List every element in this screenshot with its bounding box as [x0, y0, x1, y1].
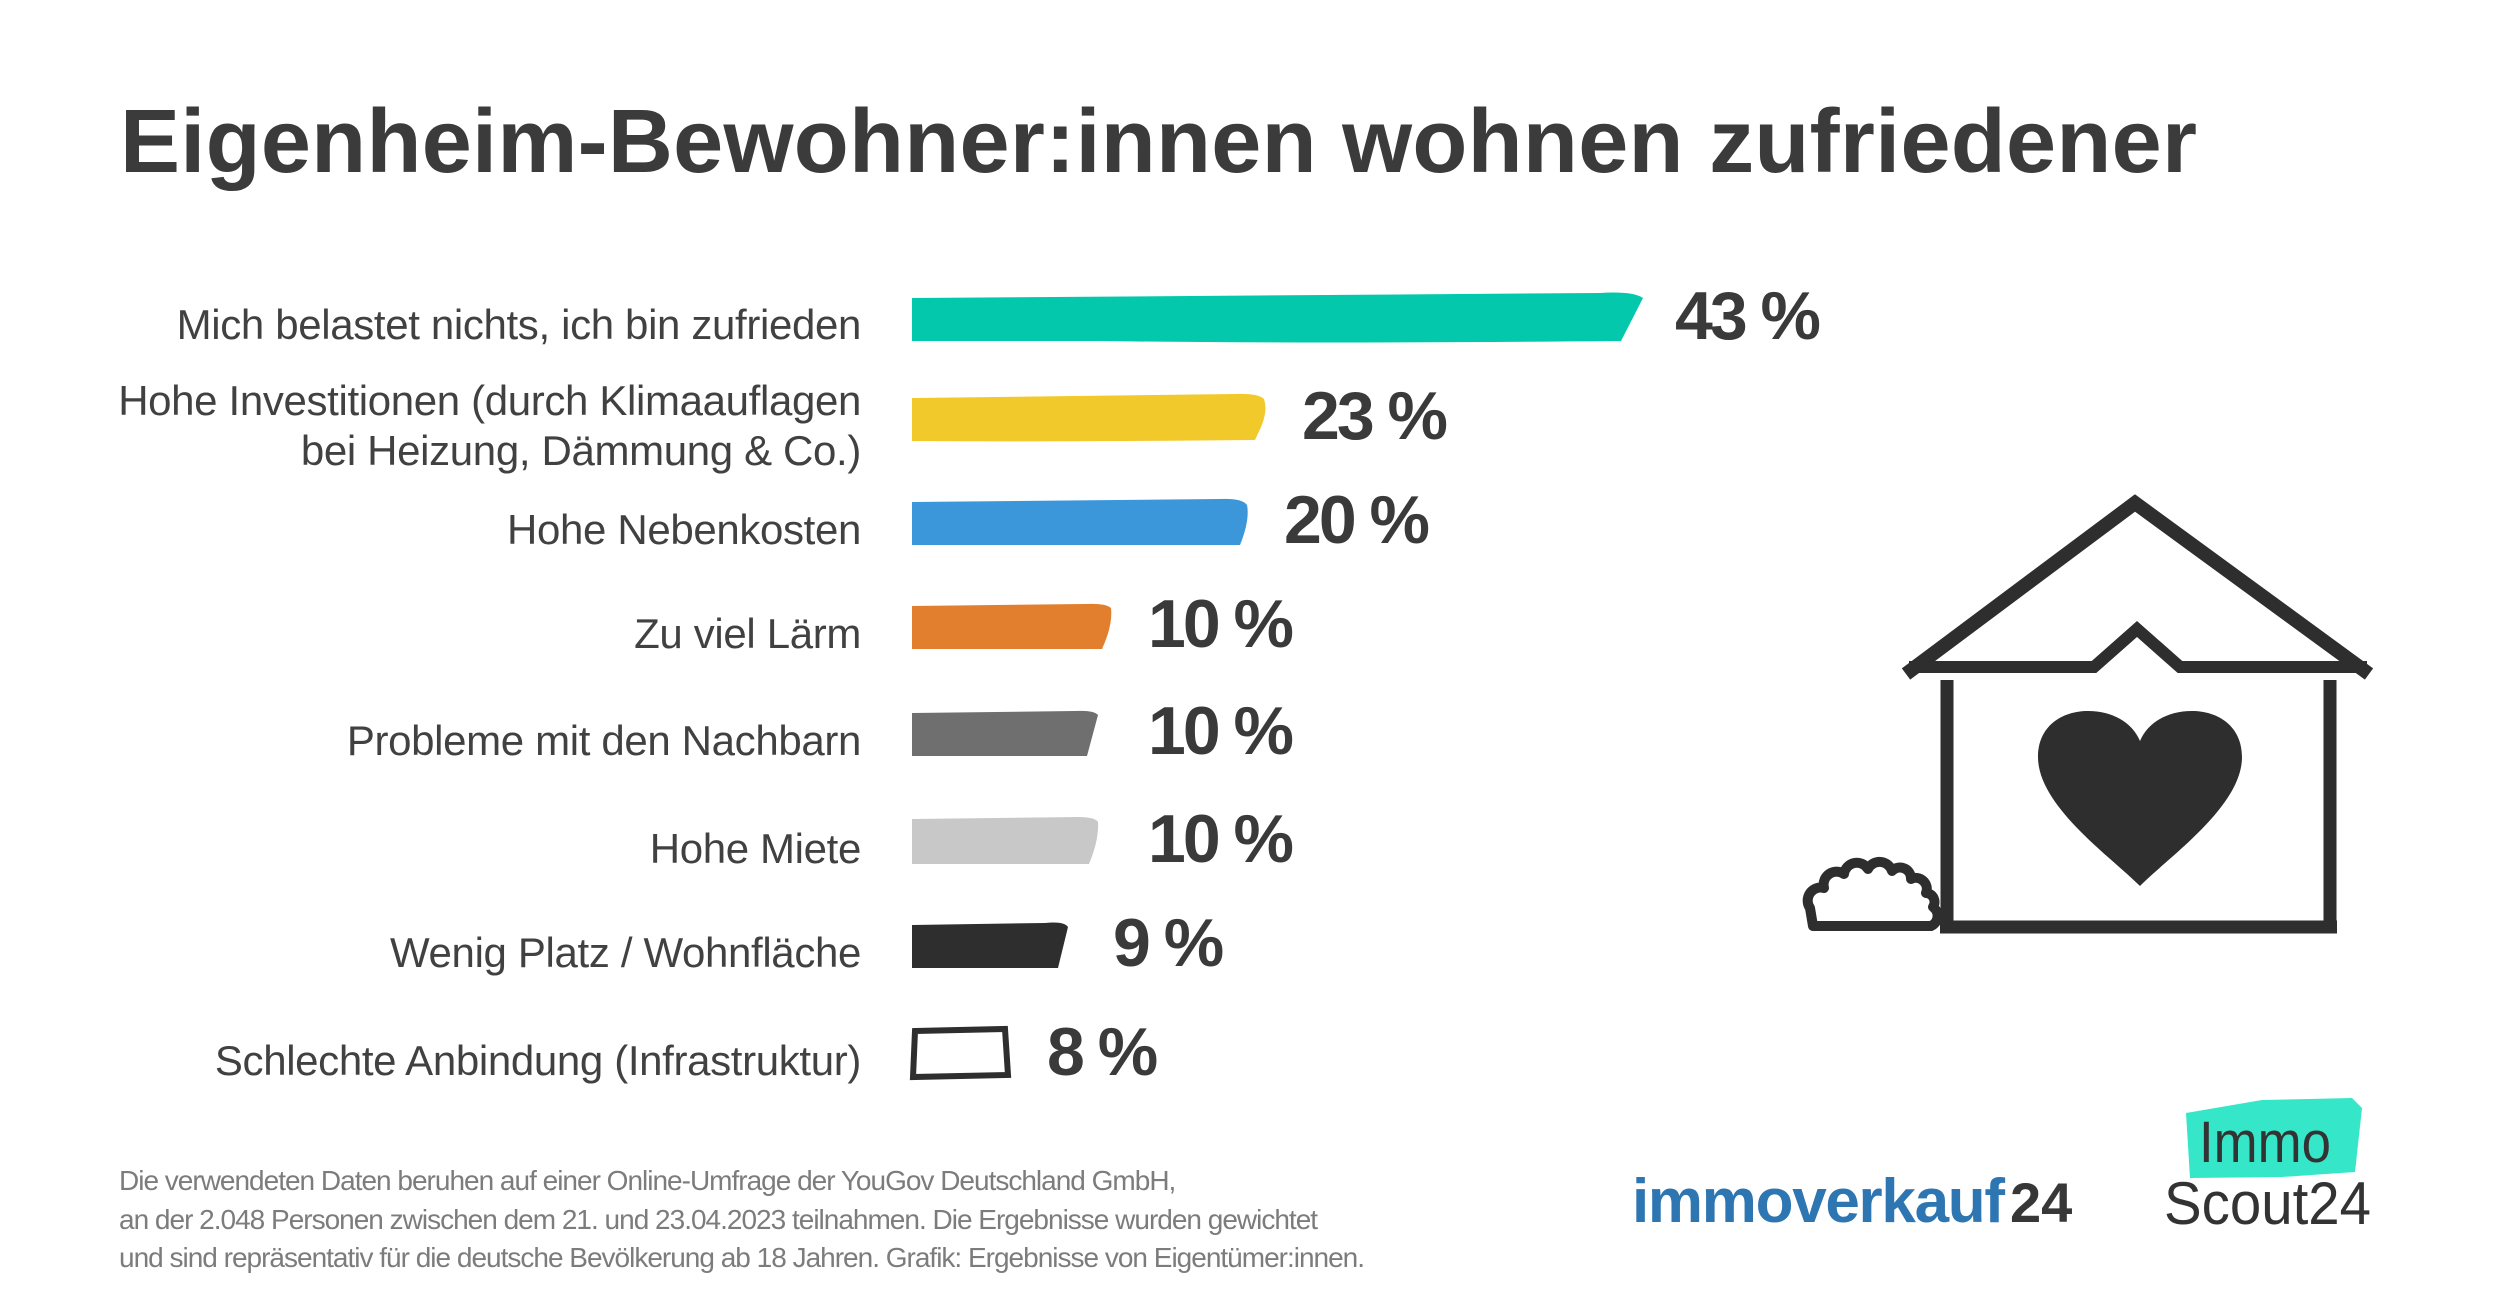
svg-text:43 %: 43 % — [1675, 278, 1820, 354]
svg-text:Die verwendeten Daten beruhen: Die verwendeten Daten beruhen auf einer … — [119, 1165, 1175, 1196]
svg-text:8 %: 8 % — [1047, 1014, 1157, 1090]
svg-text:10 %: 10 % — [1148, 801, 1293, 877]
svg-text:und sind repräsentativ für die: und sind repräsentativ für die deutsche … — [119, 1242, 1364, 1273]
svg-text:9 %: 9 % — [1113, 905, 1223, 981]
svg-text:10 %: 10 % — [1148, 693, 1293, 769]
svg-text:Hohe Miete: Hohe Miete — [650, 825, 861, 872]
svg-text:24: 24 — [2010, 1171, 2072, 1234]
svg-text:Schlechte Anbindung (Infrastru: Schlechte Anbindung (Infrastruktur) — [215, 1037, 861, 1084]
svg-text:Hohe Nebenkosten: Hohe Nebenkosten — [507, 506, 861, 553]
svg-text:10 %: 10 % — [1148, 586, 1293, 662]
svg-text:immoverkauf: immoverkauf — [1632, 1167, 2005, 1236]
svg-text:Hohe Investitionen (durch Klim: Hohe Investitionen (durch Klimaauflagen — [118, 377, 861, 424]
svg-text:Wenig Platz / Wohnfläche: Wenig Platz / Wohnfläche — [390, 929, 861, 976]
svg-text:an der 2.048 Personen zwischen: an der 2.048 Personen zwischen dem 21. u… — [119, 1204, 1318, 1235]
svg-text:Probleme mit den Nachbarn: Probleme mit den Nachbarn — [347, 717, 861, 764]
svg-text:Zu viel Lärm: Zu viel Lärm — [634, 610, 861, 657]
svg-text:bei Heizung, Dämmung & Co.): bei Heizung, Dämmung & Co.) — [301, 427, 861, 474]
svg-text:Mich belastet nichts, ich bin: Mich belastet nichts, ich bin zufrieden — [177, 301, 861, 348]
svg-text:Scout24: Scout24 — [2164, 1170, 2371, 1237]
svg-text:Eigenheim-Bewohner:innen wohne: Eigenheim-Bewohner:innen wohnen zufriede… — [120, 92, 2197, 192]
svg-text:Immo: Immo — [2199, 1110, 2331, 1175]
svg-text:23 %: 23 % — [1302, 378, 1447, 454]
svg-text:20 %: 20 % — [1284, 482, 1429, 558]
